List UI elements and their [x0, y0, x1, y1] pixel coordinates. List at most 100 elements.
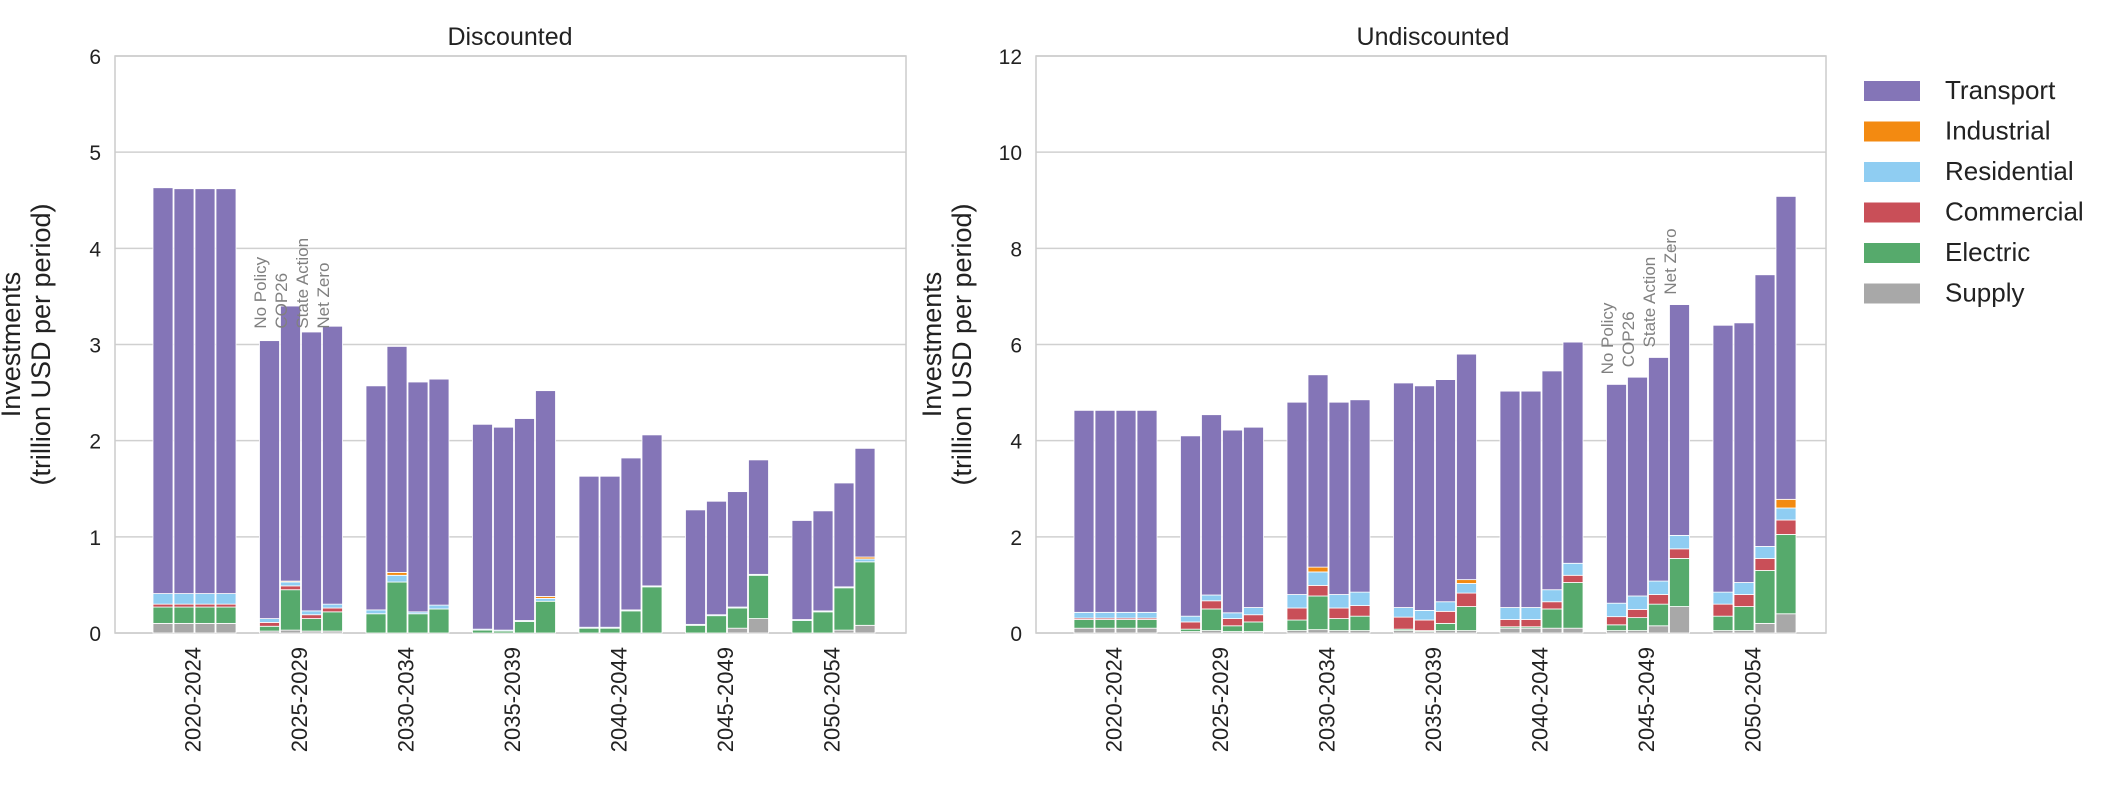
- bar-segment-electric: [407, 613, 429, 634]
- bar-segment-electric: [1669, 558, 1690, 607]
- x-tick-label: 2045-2049: [1634, 647, 1659, 752]
- bar-segment-residential: [1712, 591, 1734, 605]
- bar-segment-transport: [173, 188, 195, 594]
- bar-segment-supply: [152, 622, 174, 634]
- bar-segment-electric: [748, 574, 769, 619]
- bar-segment-commercial: [280, 585, 301, 591]
- legend-label-residential: Residential: [1945, 156, 2074, 186]
- bar-segment-transport: [812, 510, 834, 612]
- bar-segment-transport: [152, 187, 174, 594]
- scenario-label: Net Zero: [1661, 228, 1680, 294]
- bar-segment-residential: [1286, 594, 1308, 609]
- bar-segment-residential: [215, 593, 237, 605]
- bar-segment-supply: [727, 627, 748, 634]
- legend-swatch-commercial: [1864, 202, 1920, 223]
- bar-segment-electric: [259, 625, 280, 632]
- legend-swatch-supply: [1864, 283, 1920, 304]
- bar-segment-commercial: [173, 603, 195, 608]
- bar-segment-supply: [1754, 622, 1776, 634]
- bar-segment-commercial: [1733, 594, 1755, 607]
- y-tick-label: 6: [89, 46, 101, 69]
- bar-segment-commercial: [1627, 609, 1648, 619]
- bar-segment-transport: [493, 426, 514, 631]
- bar-segment-electric: [1307, 595, 1329, 631]
- undiscounted-panel: Undiscounted 0 2 4 6 8 10 12 Investments (trilli…: [917, 23, 1827, 752]
- legend-swatch-electric: [1864, 243, 1920, 263]
- bar-segment-residential: [1349, 591, 1371, 606]
- y-axis-label: (trillion USD per period): [26, 203, 56, 485]
- bar-segment-residential: [535, 597, 556, 602]
- scenario-label: Net Zero: [314, 263, 333, 329]
- bar-segment-transport: [1499, 390, 1521, 608]
- bar-segment-transport: [194, 188, 216, 594]
- bar-segment-transport: [1328, 401, 1350, 595]
- x-tick-label: 2025-2029: [1208, 647, 1233, 752]
- bar-segment-commercial: [259, 622, 280, 627]
- bar-segment-transport: [215, 188, 237, 594]
- bar-segment-transport: [301, 331, 322, 612]
- bar-segment-electric: [386, 581, 408, 634]
- bar-segment-supply: [280, 629, 301, 634]
- x-tick-label: 2045-2049: [713, 647, 738, 752]
- y-tick-label: 0: [1010, 623, 1022, 646]
- legend-swatch-residential: [1864, 162, 1920, 182]
- bar-segment-transport: [1456, 353, 1477, 581]
- bar-segment-residential: [301, 610, 322, 616]
- bar-segment-residential: [1094, 611, 1116, 619]
- bar-segment-supply: [173, 622, 195, 634]
- scenario-label: State Action: [1640, 257, 1659, 348]
- undiscounted-title: Undiscounted: [1357, 23, 1510, 51]
- y-tick-label: 10: [999, 142, 1022, 165]
- bar-segment-supply: [1541, 627, 1563, 634]
- bar-segment-electric: [535, 600, 556, 634]
- bar-segment-transport: [1349, 399, 1371, 593]
- bar-segment-residential: [1393, 607, 1414, 618]
- bar-segment-transport: [833, 482, 855, 588]
- bar-segment-commercial: [322, 607, 343, 613]
- y-tick-label: 3: [89, 335, 101, 358]
- bar-segment-transport: [641, 434, 663, 587]
- bar-segment-transport: [1094, 409, 1116, 613]
- bar-segment-electric: [514, 621, 535, 634]
- bar-segment-electric: [620, 610, 642, 634]
- bar-segment-electric: [428, 608, 450, 634]
- legend-label-electric: Electric: [1945, 237, 2030, 267]
- bar-segment-residential: [152, 593, 174, 605]
- bar-segment-residential: [322, 603, 343, 609]
- y-tick-label: 6: [1010, 335, 1022, 358]
- bar-segment-electric: [1562, 582, 1584, 629]
- x-tick-label: 2030-2034: [393, 647, 418, 752]
- legend-label-industrial: Industrial: [1945, 116, 2051, 146]
- bar-segment-electric: [599, 627, 621, 634]
- bar-segment-electric: [365, 613, 387, 634]
- bar-segment-residential: [1435, 601, 1456, 612]
- bar-segment-residential: [1222, 612, 1243, 619]
- bar-segment-electric: [812, 611, 834, 634]
- x-tick-label: 2025-2029: [287, 647, 312, 752]
- discounted-panel: Discounted 0 1 2 3 4 5 6 Investments (trillion U…: [0, 23, 907, 752]
- bar-segment-electric: [578, 627, 600, 634]
- bar-segment-commercial: [1180, 621, 1201, 630]
- bar-segment-transport: [1243, 426, 1264, 608]
- bar-segment-residential: [173, 593, 195, 605]
- bar-segment-residential: [1499, 607, 1521, 620]
- bar-segment-transport: [1307, 374, 1329, 568]
- bar-segment-residential: [194, 593, 216, 605]
- legend-swatch-industrial: [1864, 121, 1920, 142]
- legend: Transport Industrial Residential Commercial…: [1864, 75, 2084, 308]
- bar-segment-residential: [1669, 534, 1690, 550]
- bar-segment-electric: [791, 620, 813, 634]
- bar-segment-residential: [1136, 611, 1158, 619]
- bar-segment-commercial: [1712, 603, 1734, 617]
- bar-segment-electric: [301, 618, 322, 632]
- bar-segment-commercial: [1243, 614, 1264, 623]
- bar-segment-electric: [1222, 625, 1243, 632]
- bar-segment-residential: [1328, 594, 1350, 609]
- bar-segment-electric: [1136, 619, 1158, 629]
- bar-segment-transport: [535, 390, 556, 597]
- bar-segment-transport: [1775, 196, 1797, 500]
- bar-segment-transport: [1754, 274, 1776, 547]
- bar-segment-transport: [599, 475, 621, 628]
- bar-segment-residential: [428, 604, 450, 610]
- bar-segment-residential: [854, 558, 876, 563]
